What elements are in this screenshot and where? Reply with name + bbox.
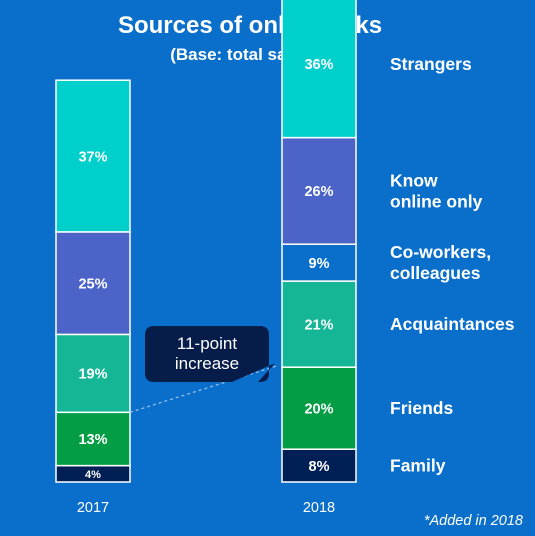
data-label-acquaintances-2018: 21% [304, 317, 333, 333]
data-label-know-online-only-2017: 25% [78, 276, 107, 292]
data-label-family-2017: 4% [85, 469, 101, 481]
bar-segment-acquaintances-2017 [55, 333, 131, 414]
bar-segment-friends-2018 [281, 366, 357, 450]
data-label-friends-2018: 20% [304, 401, 333, 417]
bar-segment-strangers-2017 [55, 79, 131, 233]
callout-text: 11-point increase [175, 334, 239, 373]
data-label-strangers-2017: 37% [78, 149, 107, 165]
legend-strangers: Strangers [390, 54, 472, 74]
data-label-know-online-only-2018: 26% [304, 184, 333, 200]
legend-acquaintances: Acquaintances [390, 314, 515, 334]
annotation-connector [129, 365, 277, 413]
x-tick-2017: 2017 [77, 500, 109, 516]
bar-segment-friends-2017 [55, 411, 131, 467]
bar-segment-co-workers-colleagues-2018 [281, 243, 357, 282]
x-axis-ticks: 2017 2018 [77, 500, 335, 516]
bars: 4% 13% 19% 25% 37% 8% 20% 21% 9% 26% 36% [55, 0, 357, 483]
data-label-co-workers-colleagues-2018: 9% [309, 256, 330, 272]
legend-friends: Friends [390, 398, 453, 418]
footnote: *Added in 2018 [424, 513, 523, 529]
bar-segment-acquaintances-2018 [281, 280, 357, 368]
annotation-dashed-line [129, 365, 277, 413]
legend-co-workers-colleagues: Co-workers, colleagues [390, 242, 491, 283]
legend: Strangers Know online only Co-workers, colle… [390, 54, 515, 476]
data-label-friends-2017: 13% [78, 432, 107, 448]
callout-bubble [145, 326, 275, 382]
data-label-family-2018: 8% [309, 459, 330, 475]
x-tick-2018: 2018 [303, 500, 335, 516]
bar-segment-know-online-only-2018 [281, 136, 357, 245]
legend-know-online-only: Know online only [390, 170, 483, 211]
bar-segment-strangers-2018 [281, 0, 357, 139]
callout: 11-point increase [145, 326, 275, 382]
legend-family: Family [390, 456, 446, 476]
data-label-acquaintances-2017: 19% [78, 367, 107, 383]
data-label-strangers-2018: 36% [304, 57, 333, 73]
